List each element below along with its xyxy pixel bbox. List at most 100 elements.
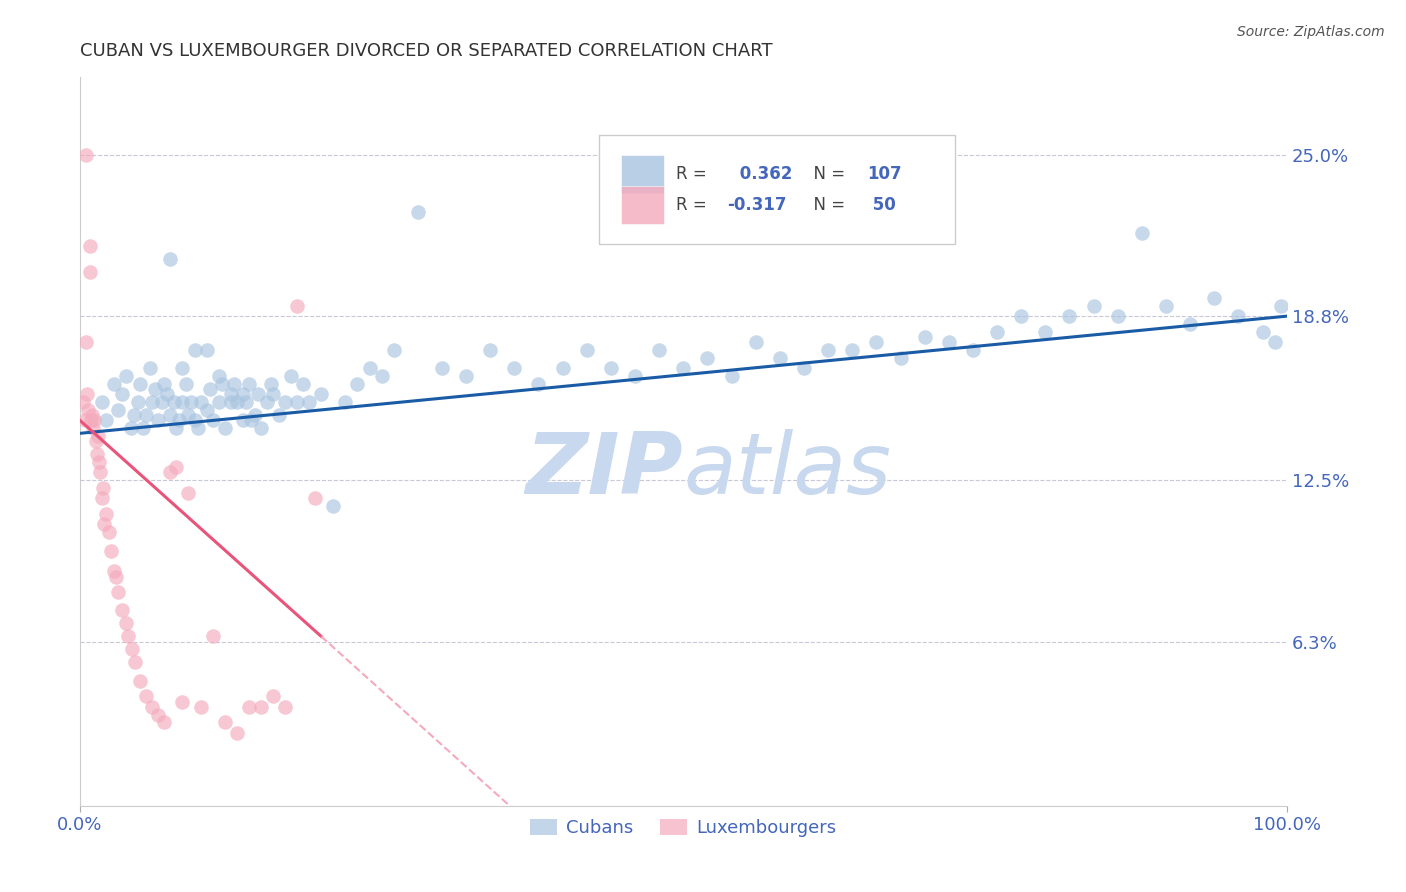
Point: [309, 387, 332, 401]
Text: 107: 107: [866, 165, 901, 183]
Point: [105, 569, 128, 583]
Point: [304, 491, 326, 506]
Text: Source: ZipAtlas.com: Source: ZipAtlas.com: [1237, 25, 1385, 39]
Point: [129, 376, 152, 391]
Point: [225, 726, 247, 740]
Point: [80, 413, 103, 427]
Point: [84, 434, 107, 449]
Point: [82, 421, 104, 435]
Point: [1178, 317, 1201, 331]
Point: [817, 343, 839, 357]
Point: [143, 382, 166, 396]
Point: [135, 690, 157, 704]
Text: ZIP: ZIP: [526, 429, 683, 512]
Point: [575, 343, 598, 357]
Point: [527, 376, 550, 391]
Point: [73, 413, 96, 427]
Point: [267, 408, 290, 422]
Point: [103, 376, 125, 391]
Point: [75, 147, 97, 161]
Point: [298, 395, 321, 409]
Point: [150, 395, 173, 409]
Point: [479, 343, 502, 357]
Point: [1154, 299, 1177, 313]
Point: [83, 413, 105, 427]
Point: [1204, 291, 1226, 305]
Point: [141, 395, 163, 409]
Point: [114, 616, 136, 631]
Point: [120, 421, 142, 435]
Point: [335, 395, 357, 409]
Point: [346, 376, 368, 391]
Point: [79, 239, 101, 253]
Point: [76, 387, 98, 401]
Point: [240, 413, 263, 427]
Point: [793, 361, 815, 376]
Point: [87, 429, 110, 443]
Point: [208, 369, 231, 384]
Point: [238, 699, 260, 714]
Point: [190, 395, 212, 409]
Point: [201, 630, 224, 644]
Point: [165, 421, 187, 435]
Point: [139, 361, 162, 376]
Point: [285, 395, 308, 409]
Point: [124, 656, 146, 670]
Text: CUBAN VS LUXEMBOURGER DIVORCED OR SEPARATED CORRELATION CHART: CUBAN VS LUXEMBOURGER DIVORCED OR SEPARA…: [80, 42, 772, 60]
Legend: Cubans, Luxembourgers: Cubans, Luxembourgers: [523, 812, 844, 844]
Point: [174, 376, 197, 391]
Point: [359, 361, 381, 376]
Point: [148, 413, 170, 427]
Point: [232, 387, 254, 401]
Point: [962, 343, 984, 357]
Point: [107, 585, 129, 599]
Point: [262, 387, 284, 401]
Point: [90, 491, 112, 506]
Point: [159, 408, 181, 422]
Point: [889, 351, 911, 365]
Point: [75, 335, 97, 350]
Point: [183, 343, 205, 357]
Point: [214, 715, 236, 730]
Point: [1264, 335, 1286, 350]
Point: [89, 466, 111, 480]
Point: [224, 376, 246, 391]
Point: [127, 395, 149, 409]
Point: [243, 408, 266, 422]
Point: [131, 421, 153, 435]
Text: 50: 50: [866, 196, 896, 214]
Text: R =: R =: [676, 165, 711, 183]
Point: [72, 395, 94, 409]
Point: [430, 361, 453, 376]
Point: [406, 205, 429, 219]
Point: [274, 699, 297, 714]
FancyBboxPatch shape: [620, 155, 664, 194]
Point: [96, 507, 118, 521]
Point: [111, 387, 134, 401]
Point: [167, 413, 190, 427]
Point: [938, 335, 960, 350]
FancyBboxPatch shape: [599, 135, 955, 244]
Point: [769, 351, 792, 365]
Point: [111, 603, 134, 617]
Text: R =: R =: [676, 196, 711, 214]
Point: [225, 395, 247, 409]
Point: [211, 376, 233, 391]
Point: [121, 642, 143, 657]
Point: [259, 376, 281, 391]
Text: -0.317: -0.317: [727, 196, 786, 214]
Point: [1227, 309, 1250, 323]
Point: [135, 408, 157, 422]
Point: [624, 369, 647, 384]
Point: [382, 343, 405, 357]
Point: [122, 408, 145, 422]
Point: [744, 335, 766, 350]
Point: [90, 395, 112, 409]
Point: [865, 335, 887, 350]
Point: [841, 343, 863, 357]
Point: [219, 387, 242, 401]
Point: [117, 630, 139, 644]
Point: [172, 395, 194, 409]
Point: [720, 369, 742, 384]
Point: [97, 525, 120, 540]
